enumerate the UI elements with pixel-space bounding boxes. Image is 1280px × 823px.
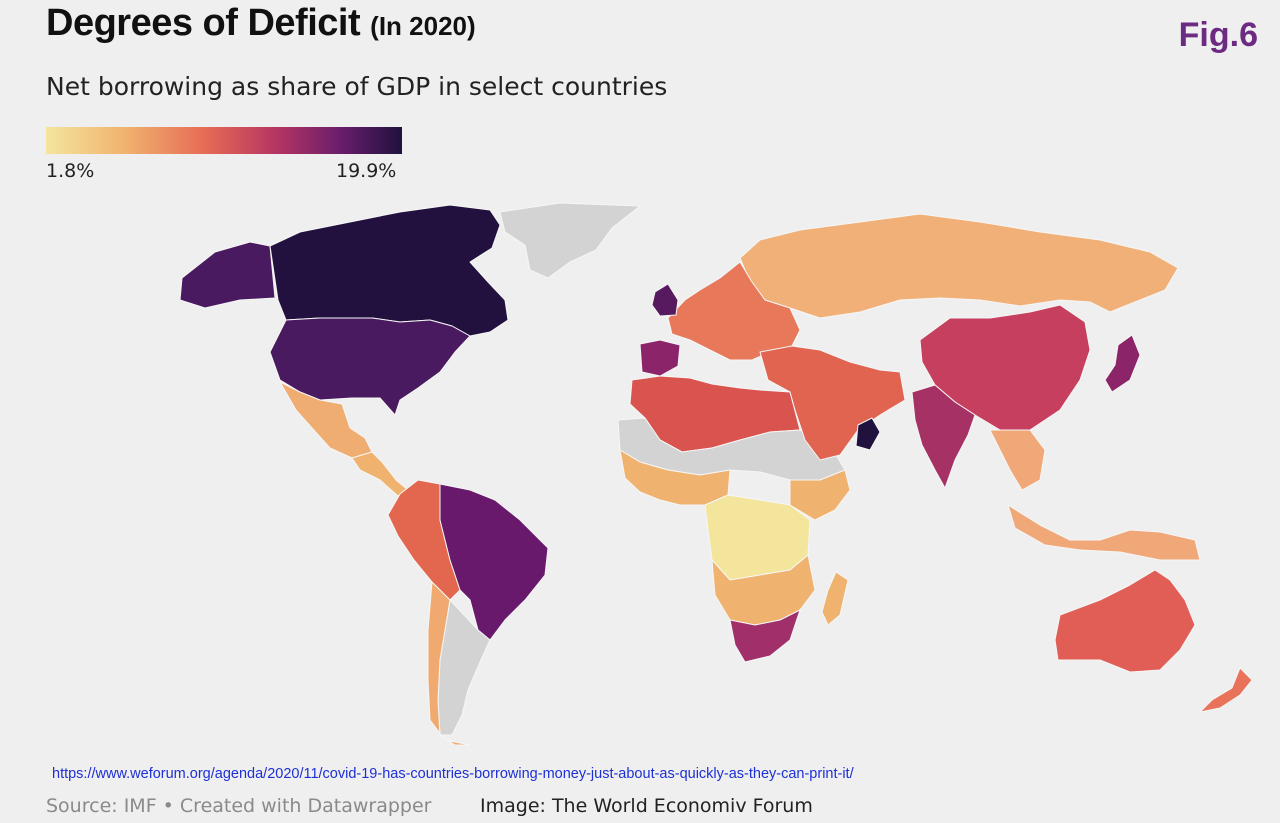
image-credit: Image: The World Economiv Forum — [480, 795, 813, 817]
region-greenland — [499, 202, 641, 279]
region-south-africa — [729, 609, 801, 663]
region-europe — [667, 261, 801, 361]
region-brazil — [439, 483, 549, 641]
region-australia — [1054, 569, 1196, 673]
region-canada — [269, 204, 509, 337]
region-east-africa — [789, 469, 851, 521]
region-alaska — [179, 241, 276, 309]
region-uk — [651, 283, 679, 317]
region-indonesia — [1007, 504, 1201, 561]
region-southeast-asia — [989, 429, 1046, 491]
region-central-america — [351, 451, 409, 497]
source-article-link[interactable]: https://www.weforum.org/agenda/2020/11/c… — [52, 766, 854, 782]
region-southern-africa — [711, 554, 816, 626]
region-new-zealand — [1199, 667, 1253, 713]
legend-max-label: 19.9% — [336, 160, 397, 182]
region-iberia — [639, 339, 681, 377]
region-india — [911, 384, 976, 489]
title-year-note: (In 2020) — [370, 11, 476, 41]
source-credit: Source: IMF • Created with Datawrapper — [46, 795, 432, 817]
region-andean-south-america — [387, 479, 461, 601]
legend-min-label: 1.8% — [46, 160, 95, 182]
color-scale-legend — [46, 127, 402, 154]
figure-label: Fig.6 — [1178, 16, 1258, 54]
chart-title: Degrees of Deficit (In 2020) — [46, 2, 476, 45]
region-oman — [855, 417, 881, 451]
region-mexico — [279, 381, 373, 459]
region-madagascar — [821, 571, 849, 626]
world-map — [179, 202, 1253, 746]
title-main: Degrees of Deficit — [46, 2, 361, 44]
chart-subtitle: Net borrowing as share of GDP in select … — [46, 72, 668, 101]
region-chile — [427, 581, 471, 746]
region-russia — [739, 213, 1179, 319]
region-japan — [1104, 334, 1141, 393]
